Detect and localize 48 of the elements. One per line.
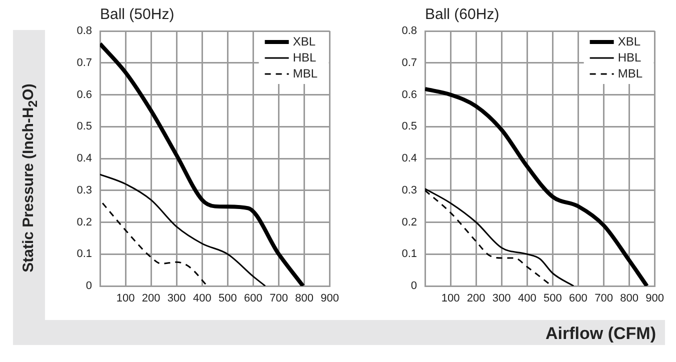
y-tick-label: 0.8 [402,25,417,38]
line-series [425,87,649,286]
x-tick-label: 900 [320,292,340,305]
x-tick-label: 600 [244,292,262,305]
line-series [102,202,208,286]
chart-title: Ball (50Hz) [100,6,174,23]
y-tick-label: 0.2 [402,216,417,228]
legend-label: MBL [292,66,318,80]
y-tick-label: 0.4 [76,152,92,165]
legend-label: MBL [618,66,643,80]
x-tick-label: 400 [518,292,536,305]
x-tick-label: 700 [270,292,288,305]
line-series [100,174,266,286]
x-tick-label: 200 [466,292,486,305]
legend-label: XBL [618,34,641,48]
x-tick-label: 100 [441,292,460,305]
y-tick-label: 0.2 [76,216,92,228]
y-tick-label: 0.7 [76,56,92,69]
y-tick-label: 0 [86,280,92,292]
x-tick-label: 300 [492,292,511,305]
y-tick-label: 0.7 [402,56,417,69]
y-tick-label: 0.8 [76,25,92,38]
x-tick-label: 800 [620,292,638,305]
legend-label: HBL [292,50,316,64]
y-tick-label: 0.5 [402,120,417,133]
x-tick-label: 600 [569,292,588,305]
y-tick-label: 0.3 [76,184,92,196]
y-tick-label: 0.1 [402,248,417,260]
y-tick-label: 0.4 [402,152,417,165]
y-tick-label: 0.5 [76,120,92,133]
x-tick-label: 200 [142,292,160,305]
x-tick-label: 500 [218,292,237,305]
y-tick-label: 0.6 [402,88,417,101]
x-tick-label: 500 [544,292,562,305]
x-tick-label: 300 [167,292,186,305]
x-tick-label: 100 [116,292,135,305]
y-tick-label: 0.6 [76,88,92,101]
x-tick-label: 800 [295,292,314,305]
y-tick-label: 0.1 [76,248,92,260]
x-axis-title: Airflow (CFM) [546,324,656,344]
y-tick-label: 0.3 [402,184,417,196]
x-tick-label: 900 [646,292,664,305]
chart-title: Ball (60Hz) [425,6,500,23]
x-tick-label: 400 [192,292,212,305]
y-tick-label: 0 [410,280,417,292]
x-tick-label: 700 [594,292,613,305]
legend-label: XBL [292,34,316,48]
legend-label: HBL [618,50,642,64]
